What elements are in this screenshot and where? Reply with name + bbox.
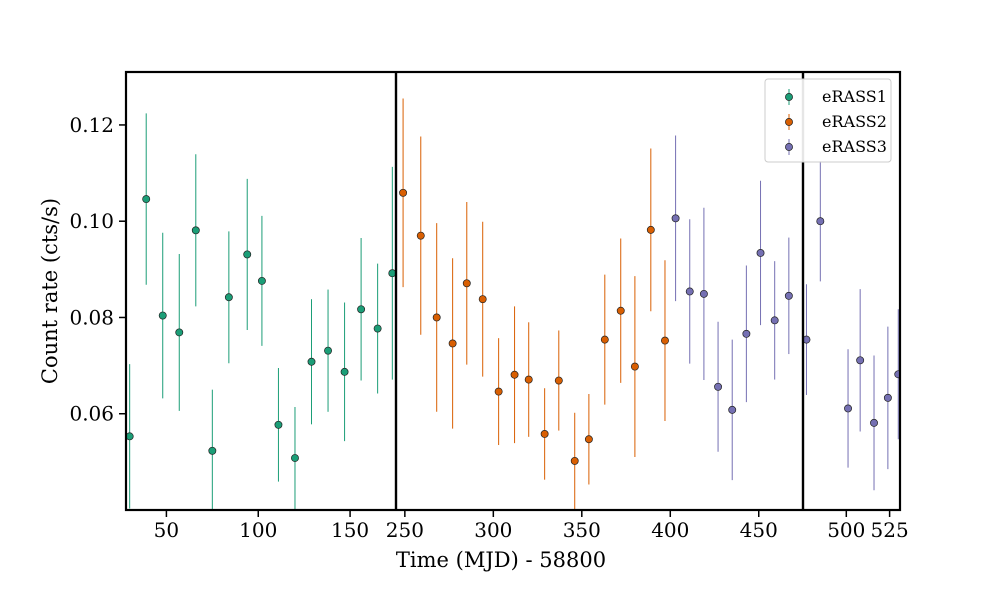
data-point — [870, 418, 878, 427]
data-point — [728, 405, 737, 414]
legend-label: eRASS2 — [822, 112, 887, 131]
data-point — [432, 313, 441, 322]
data-point — [784, 291, 793, 300]
data-point — [291, 454, 299, 462]
data-point — [646, 225, 655, 234]
y-tick-label: 0.06 — [69, 402, 114, 426]
data-point — [816, 217, 825, 226]
data-point — [540, 430, 549, 438]
data-point — [307, 357, 316, 366]
x-tick-label: 450 — [740, 518, 778, 542]
data-point — [448, 339, 457, 348]
data-point — [600, 335, 609, 344]
x-tick-label: 150 — [331, 518, 369, 542]
legend-marker — [785, 118, 793, 126]
data-point — [510, 370, 519, 379]
data-point — [416, 231, 425, 240]
data-point — [142, 195, 151, 204]
x-tick-label: 250 — [386, 518, 424, 542]
data-point — [208, 446, 217, 455]
data-point — [399, 188, 408, 197]
data-point — [340, 367, 349, 376]
data-point — [524, 375, 533, 384]
y-axis-label: Count rate (cts/s) — [38, 198, 62, 384]
data-point — [126, 432, 134, 441]
legend-marker — [785, 143, 793, 151]
data-point — [357, 305, 366, 314]
y-tick-label: 0.10 — [69, 209, 114, 233]
data-point — [671, 214, 680, 223]
legend: eRASS1 eRASS2 eRASS3 — [764, 78, 892, 163]
data-point — [554, 376, 563, 385]
data-point — [570, 456, 579, 465]
data-point — [191, 226, 200, 235]
data-point — [584, 435, 593, 444]
x-tick-label: 500 — [827, 518, 865, 542]
x-tick-label: 100 — [239, 518, 277, 542]
data-point — [243, 250, 252, 259]
x-tick-label: 350 — [563, 518, 601, 542]
data-layer — [126, 98, 900, 510]
plot-frame — [124, 70, 902, 512]
data-point — [714, 382, 723, 391]
data-point — [770, 316, 779, 325]
data-point — [844, 404, 852, 413]
legend-label: eRASS3 — [822, 137, 887, 156]
legend-box — [764, 78, 892, 163]
x-tick-label: 50 — [154, 518, 179, 542]
data-point — [661, 336, 669, 345]
y-tick-label: 0.08 — [69, 305, 114, 329]
legend-label: eRASS1 — [822, 87, 887, 106]
x-axis-label: Time (MJD) - 58800 — [396, 548, 606, 572]
data-point — [856, 356, 865, 365]
data-point — [224, 293, 233, 302]
x-tick-label: 400 — [651, 518, 689, 542]
data-point — [478, 295, 487, 304]
data-point — [883, 393, 892, 402]
data-point — [274, 420, 283, 429]
data-point — [257, 276, 266, 285]
data-point — [324, 346, 332, 355]
data-point — [175, 328, 184, 337]
data-point — [894, 370, 900, 379]
data-point — [699, 289, 708, 298]
data-point — [742, 329, 751, 338]
data-point — [685, 287, 694, 296]
data-point — [756, 249, 765, 257]
data-point — [630, 362, 639, 371]
data-point — [373, 324, 382, 333]
x-tick-label: 525 — [871, 518, 909, 542]
data-point — [494, 387, 503, 396]
data-point — [462, 279, 471, 288]
data-point — [158, 311, 167, 320]
data-point — [616, 306, 625, 315]
x-tick-label: 300 — [474, 518, 512, 542]
legend-marker — [785, 93, 793, 101]
y-tick-label: 0.12 — [69, 113, 114, 137]
